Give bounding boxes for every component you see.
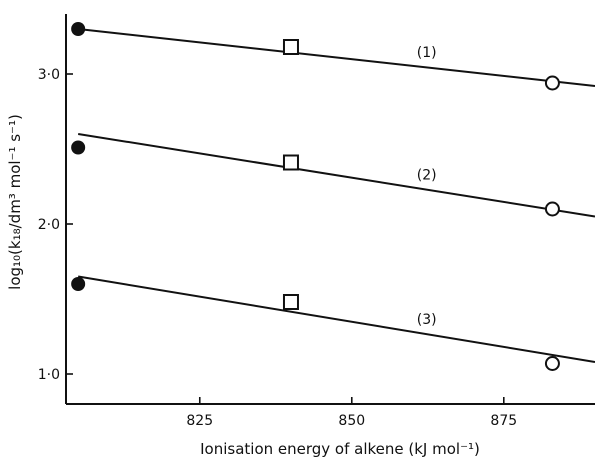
- x-tick-label: 825: [186, 413, 213, 429]
- series-label: (3): [417, 312, 437, 328]
- y-tick-label: 3·0: [38, 67, 60, 83]
- axes: [65, 14, 595, 405]
- fit-line-1: [78, 28, 595, 87]
- data-point-open-circle: [544, 356, 560, 371]
- ticks: 825 850 875 1·0 2·0 3·0: [38, 67, 517, 429]
- data-point-open-square: [282, 294, 299, 310]
- data-point-filled-circle: [71, 140, 86, 155]
- series-labels: (1) (2) (3): [417, 45, 437, 328]
- x-tick-label: 850: [338, 413, 365, 429]
- y-tick-label: 1·0: [38, 367, 60, 383]
- data-point-filled-circle: [71, 22, 86, 36]
- series-label: (2): [417, 167, 437, 183]
- x-axis-label: Ionisation energy of alkene (kJ mol⁻¹): [200, 440, 480, 458]
- data-points: [71, 22, 560, 371]
- data-point-open-circle: [544, 75, 560, 91]
- fit-line-3: [77, 275, 595, 363]
- data-point-filled-circle: [71, 277, 86, 291]
- data-point-open-circle: [544, 201, 560, 217]
- data-point-open-square: [282, 154, 299, 171]
- series-label: (1): [417, 45, 437, 61]
- fit-line-2: [78, 133, 595, 218]
- y-axis-label: log₁₀(k₁₈/dm³ mol⁻¹ s⁻¹): [6, 114, 24, 290]
- fit-lines: [77, 28, 595, 363]
- data-point-open-square: [282, 39, 299, 55]
- x-tick-label: 875: [490, 413, 517, 429]
- y-tick-label: 2·0: [38, 217, 60, 233]
